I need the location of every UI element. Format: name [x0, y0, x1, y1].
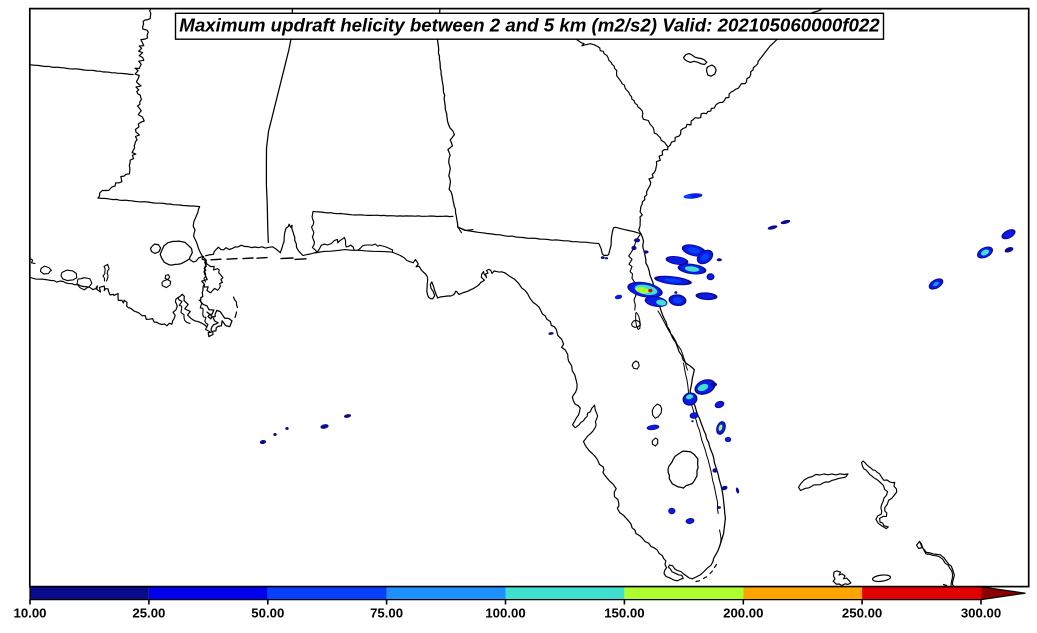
- svg-text:10.00: 10.00: [13, 606, 46, 621]
- svg-text:25.00: 25.00: [132, 606, 165, 621]
- svg-text:200.00: 200.00: [723, 606, 763, 621]
- svg-text:100.00: 100.00: [485, 606, 525, 621]
- svg-text:50.00: 50.00: [251, 606, 284, 621]
- svg-text:75.00: 75.00: [370, 606, 403, 621]
- svg-text:Maximum updraft helicity betwe: Maximum updraft helicity between 2 and 5…: [179, 15, 880, 36]
- svg-text:300.00: 300.00: [961, 606, 1001, 621]
- svg-text:150.00: 150.00: [604, 606, 644, 621]
- svg-text:250.00: 250.00: [842, 606, 882, 621]
